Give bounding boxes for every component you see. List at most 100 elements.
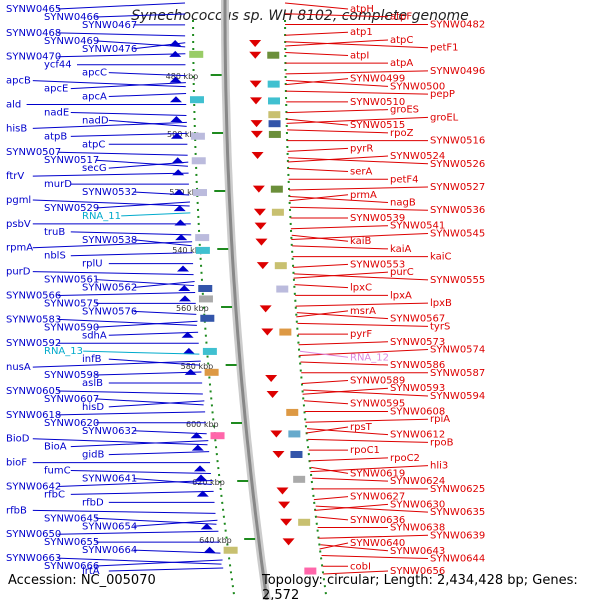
scale-label: 580 kbp [181,362,214,371]
feature-block-left [204,368,219,376]
gene-label-left: SYNW0618 [6,410,61,421]
gene-label-right: SYNW0516 [430,136,485,147]
gene-label-left: truB [44,227,65,238]
feature-block-right [267,80,280,88]
gene-label-left: fumC [44,466,71,477]
gene-label-left: pgml [6,195,31,206]
leader-line-right [302,387,389,395]
gene-label-left: nblS [44,251,66,262]
gene-label-left: SYNW0632 [82,426,137,437]
leader-line-right [303,389,429,397]
leader-line-left [57,411,206,416]
gene-label-left: gidB [82,450,104,461]
gene-label-left: SYNW0645 [44,513,99,524]
leader-line-right [307,438,429,443]
gene-arrow-right [249,40,262,47]
gene-label-left: ycf44 [44,60,72,71]
leader-line-left [32,80,186,88]
gene-label-left: SYNW0468 [6,28,61,39]
feature-block-right [268,120,281,128]
gene-label-left: hisD [82,402,104,413]
feature-block-right [270,185,283,193]
leader-line-right [307,428,389,436]
gene-arrow-right [250,130,263,138]
gene-arrow-right [253,208,266,216]
leader-line-left [32,241,193,249]
gene-label-left: apcB [6,76,31,87]
gene-label-right: SYNW0524 [390,151,445,162]
gene-arrow-right [250,120,263,128]
gene-label-right: atpH [350,4,374,15]
gene-arrow-left [169,96,182,103]
gene-arrow-right [282,538,295,546]
gene-label-right: SYNW0625 [430,484,485,495]
gene-label-right: SYNW0482 [430,19,485,30]
leader-line-left [32,121,187,129]
gene-label-right: SYNW0545 [430,228,485,239]
leader-line-right [287,129,389,134]
leader-line-right [304,400,349,405]
gene-label-right: SYNW0593 [390,383,445,394]
genome-backbone-shadow [221,0,271,600]
gene-label-left: ftrV [6,171,24,182]
scale-label: 640 kbp [199,536,232,545]
leader-line-left [57,32,186,37]
gene-label-left: SYNW0507 [6,147,61,158]
gene-label-right: SYNW0573 [390,337,445,348]
leader-line-right [311,466,349,474]
gene-label-left: SYNW0607 [44,394,99,405]
leader-line-left [70,82,186,90]
leader-line-left [57,53,186,58]
leader-line-left [108,451,210,456]
leader-line-right [315,505,429,513]
leader-line-left [95,398,204,406]
gene-label-left: SYNW0605 [6,386,61,397]
gene-label-left: SYNW0532 [82,187,137,198]
leader-line-right [286,116,429,124]
gene-label-left: murD [44,179,72,190]
feature-block-right [274,262,287,270]
leader-line-left [108,331,199,336]
leader-line-right [321,555,429,560]
leader-line-left [95,559,223,567]
gene-label-right: hli3 [430,461,448,472]
gene-label-left: psbV [6,219,31,230]
gene-label-right: SYNW0638 [390,523,445,534]
gene-arrow-left [200,523,213,530]
gene-label-right: rpoZ [390,128,414,139]
gene-label-right: petF4 [390,174,419,185]
leader-line-left [108,358,201,366]
gene-label-left: sdhA [82,330,107,341]
scale-label: 560 kbp [176,304,209,313]
feature-block-right [279,328,292,336]
gene-label-left: BioD [6,434,30,445]
leader-line-right [293,271,389,279]
leader-line-right [295,302,429,307]
leader-line-left [57,390,203,395]
gene-label-left: secG [82,163,107,174]
gene-label-right: SYNW0630 [390,499,445,510]
gene-label-right: SYNW0656 [390,566,445,577]
gene-label-left: SYNW0663 [6,553,61,564]
feature-block-left [190,132,205,140]
feature-block-left [191,157,206,165]
genome-backbone [223,0,269,600]
gene-label-left: SYNW0529 [44,203,99,214]
gene-label-right: cobI [350,561,371,572]
topology-text: Topology: circular; Length: 2,434,428 bp… [262,573,578,600]
gene-label-left: SYNW0575 [44,298,99,309]
gene-label-left: SYNW0470 [6,52,61,63]
leader-line-left [32,360,201,368]
leader-line-left [108,567,224,572]
gene-arrow-left [170,132,183,139]
feature-block-left [195,234,210,242]
feature-block-left [198,295,213,303]
leader-line-left [32,509,216,514]
gene-label-right: rpoC2 [390,453,420,464]
gene-arrow-left [191,444,204,451]
gene-arrow-left [194,465,207,472]
leader-line-left [95,279,195,287]
gene-label-left: RNA_13 [44,346,83,357]
gene-label-right: SYNW0595 [350,399,405,410]
